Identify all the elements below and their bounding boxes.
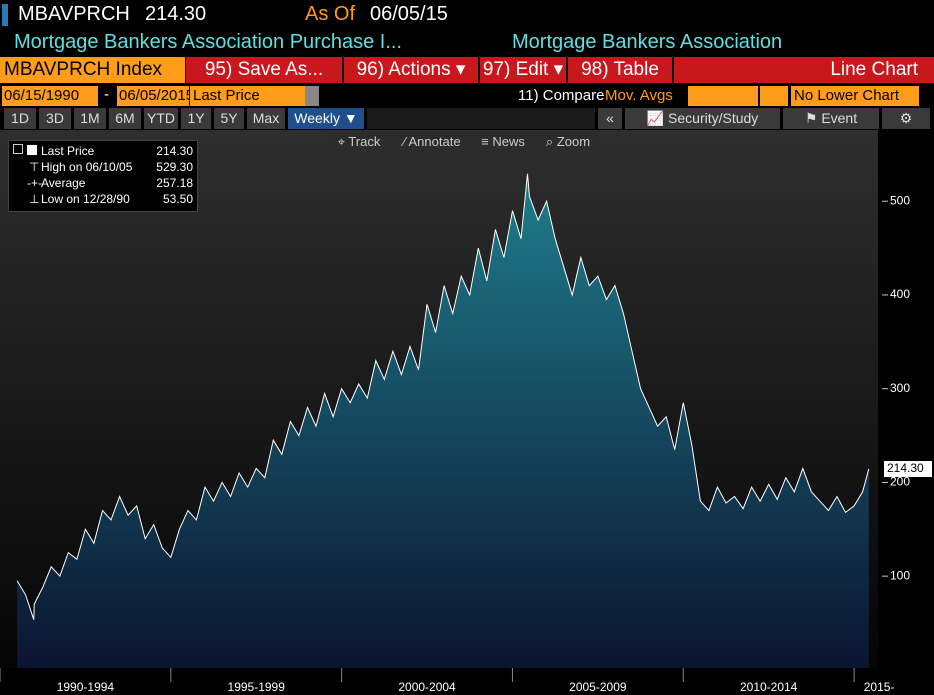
last-price-tag bbox=[884, 461, 932, 478]
security-study-button[interactable]: 📈 Security/Study bbox=[625, 108, 780, 129]
y-tick-label: 100 bbox=[890, 568, 910, 582]
legend-value: 529.30 bbox=[156, 160, 193, 174]
compare-field[interactable] bbox=[688, 86, 758, 106]
legend-label: Last Price bbox=[41, 144, 95, 158]
price-line bbox=[16, 173, 870, 620]
ticker: MBAVPRCH bbox=[18, 3, 130, 25]
security-study: Security/Study bbox=[668, 110, 759, 126]
tool-label: News bbox=[492, 134, 525, 149]
as-of-label: As Of bbox=[305, 3, 356, 25]
compare-value[interactable]: Mov. Avgs bbox=[605, 86, 685, 106]
frequency-button[interactable]: Weekly ▼ bbox=[288, 108, 364, 129]
last-price-label: 214.30 bbox=[887, 461, 924, 475]
as-of-date: 06/05/15 bbox=[370, 3, 448, 25]
event-button[interactable]: ⚑ Event bbox=[783, 108, 879, 129]
period-button[interactable]: 6M bbox=[109, 108, 141, 129]
button-label: 97) Edit bbox=[482, 59, 549, 80]
period-button[interactable]: Max bbox=[247, 108, 285, 129]
area-fill bbox=[17, 173, 869, 669]
start-date[interactable]: 06/15/1990 bbox=[2, 86, 98, 106]
legend-value: 214.30 bbox=[156, 144, 193, 158]
range-separator: - bbox=[104, 86, 109, 103]
legend: Last Price 214.30 ⊤ High on 06/10/05 529… bbox=[8, 140, 198, 212]
y-tick-label: 400 bbox=[890, 287, 910, 301]
actions-button[interactable]: 96) Actions ▾ bbox=[344, 57, 478, 83]
compare-field[interactable] bbox=[760, 86, 788, 106]
period-button[interactable]: YTD bbox=[144, 108, 178, 129]
news-tool[interactable]: ≡ News bbox=[471, 132, 535, 152]
settings-button[interactable]: ⚙ bbox=[882, 108, 930, 129]
legend-icon: ⊥ bbox=[29, 192, 40, 206]
collapse-button[interactable]: « bbox=[598, 108, 622, 129]
x-tick-label: 1990-1994 bbox=[57, 680, 115, 694]
legend-toggle[interactable] bbox=[13, 144, 23, 154]
legend-icon: ⊤ bbox=[29, 160, 40, 174]
x-tick-label: 2015- bbox=[864, 680, 895, 694]
source: Mortgage Bankers Association bbox=[512, 31, 783, 53]
tool-label: Annotate bbox=[408, 134, 461, 149]
period-button[interactable]: 1Y bbox=[181, 108, 211, 129]
security-field[interactable]: MBAVPRCH Index bbox=[0, 57, 185, 83]
annotate-tool[interactable]: ⁄ Annotate bbox=[394, 132, 470, 152]
x-tick-label: 1995-1999 bbox=[228, 680, 286, 694]
zoom-tool[interactable]: ⌕ Zoom bbox=[536, 132, 600, 152]
period-button[interactable]: 5Y bbox=[214, 108, 244, 129]
legend-label: Low on 12/28/90 bbox=[41, 192, 130, 206]
period-button[interactable]: 1D bbox=[4, 108, 36, 129]
price: 214.30 bbox=[145, 3, 207, 25]
lower-chart[interactable]: No Lower Chart bbox=[791, 86, 919, 106]
period-button[interactable]: 3D bbox=[39, 108, 71, 129]
x-tick-label: 2010-2014 bbox=[740, 680, 798, 694]
tool-label: Track bbox=[348, 134, 381, 149]
chart-type-button[interactable]: Line Chart bbox=[674, 57, 934, 83]
price-field[interactable]: Last Price bbox=[190, 86, 307, 106]
period-button[interactable]: 1M bbox=[74, 108, 106, 129]
compare-label: 11) Compare bbox=[518, 87, 605, 104]
end-date[interactable]: 06/05/2015 bbox=[117, 86, 195, 106]
legend-icon: -+- bbox=[27, 176, 42, 190]
legend-value: 53.50 bbox=[162, 192, 193, 206]
event: Event bbox=[821, 110, 858, 126]
tool-label: Zoom bbox=[556, 134, 591, 149]
dropdown[interactable] bbox=[305, 86, 319, 106]
table-button[interactable]: 98) Table bbox=[568, 57, 672, 83]
track-tool[interactable]: ⌖ Track bbox=[325, 132, 393, 152]
legend-label: Average bbox=[41, 176, 86, 190]
button-label: 96) Actions bbox=[356, 59, 451, 80]
legend-label: High on 06/10/05 bbox=[41, 160, 133, 174]
legend-swatch bbox=[27, 145, 37, 155]
x-tick-label: 2005-2009 bbox=[569, 680, 627, 694]
y-tick-label: 300 bbox=[890, 381, 910, 395]
spacer bbox=[367, 108, 595, 129]
ticker-marker bbox=[2, 4, 8, 26]
edit-button[interactable]: 97) Edit ▾ bbox=[480, 57, 566, 83]
frequency: Weekly bbox=[294, 110, 340, 126]
legend-value: 257.18 bbox=[156, 176, 193, 190]
x-tick-label: 2000-2004 bbox=[398, 680, 456, 694]
save-as-button[interactable]: 95) Save As... bbox=[186, 57, 342, 83]
y-tick-label: 200 bbox=[890, 475, 910, 489]
y-tick-label: 500 bbox=[890, 193, 910, 207]
security-name: Mortgage Bankers Association Purchase I.… bbox=[14, 31, 402, 53]
